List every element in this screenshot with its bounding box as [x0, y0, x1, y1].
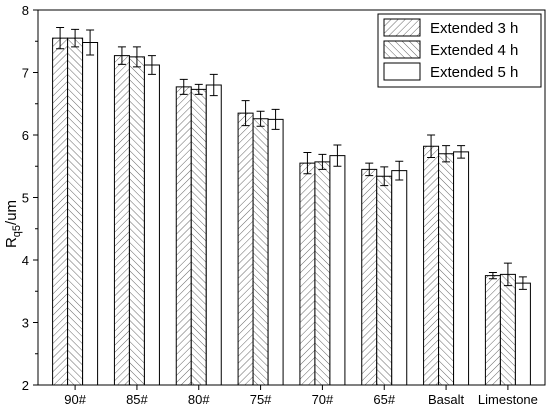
- bar: [453, 151, 470, 386]
- x-tick-label: 65#: [373, 392, 395, 407]
- y-tick-label: 3: [22, 316, 29, 331]
- legend-label: Extended 3 h: [430, 20, 518, 37]
- bar: [361, 168, 378, 386]
- y-tick-label: 2: [22, 378, 29, 393]
- bar: [205, 84, 222, 386]
- bar: [175, 86, 192, 386]
- x-tick-label: Limestone: [478, 392, 538, 407]
- y-tick-label: 7: [22, 66, 29, 81]
- bar: [329, 155, 346, 386]
- bar: [52, 37, 69, 386]
- bar: [252, 118, 269, 386]
- x-tick-label: 75#: [250, 392, 272, 407]
- bar: [499, 273, 516, 386]
- x-tick-label: 70#: [312, 392, 334, 407]
- bar: [391, 170, 408, 386]
- bar: [514, 282, 531, 386]
- y-tick-label: 5: [22, 191, 29, 206]
- x-axis: 90# 85# 80# 75# 70# 65# Basalt Limestone: [64, 385, 538, 407]
- bar: [299, 162, 316, 386]
- x-tick-label: 80#: [188, 392, 210, 407]
- bar: [190, 88, 207, 386]
- x-tick-label: 85#: [126, 392, 148, 407]
- y-tick-label: 8: [22, 3, 29, 18]
- y-axis: 2 3 4 5 6 7 8: [22, 3, 38, 393]
- bar: [376, 175, 393, 386]
- legend-label: Extended 5 h: [430, 64, 518, 81]
- y-axis-label: Rq5/um: [3, 200, 23, 248]
- legend-label: Extended 4 h: [430, 42, 518, 59]
- bar: [113, 55, 130, 386]
- bar: [237, 112, 254, 386]
- bar: [128, 56, 145, 386]
- bars-group: [52, 27, 531, 386]
- legend-swatch: [383, 40, 421, 59]
- bar: [484, 275, 501, 386]
- legend-swatch: [383, 18, 421, 37]
- legend: Extended 3 h Extended 4 h Extended 5 h: [377, 13, 542, 88]
- bar: [314, 161, 331, 386]
- y-tick-label: 6: [22, 128, 29, 143]
- legend-swatch: [383, 62, 421, 81]
- bar: [438, 153, 455, 386]
- bar: [82, 42, 99, 386]
- bar: [67, 37, 84, 386]
- x-tick-label: Basalt: [428, 392, 465, 407]
- bar: [143, 64, 160, 386]
- bar: [267, 118, 284, 386]
- bar: [423, 145, 440, 386]
- x-tick-label: 90#: [64, 392, 86, 407]
- y-tick-label: 4: [22, 253, 29, 268]
